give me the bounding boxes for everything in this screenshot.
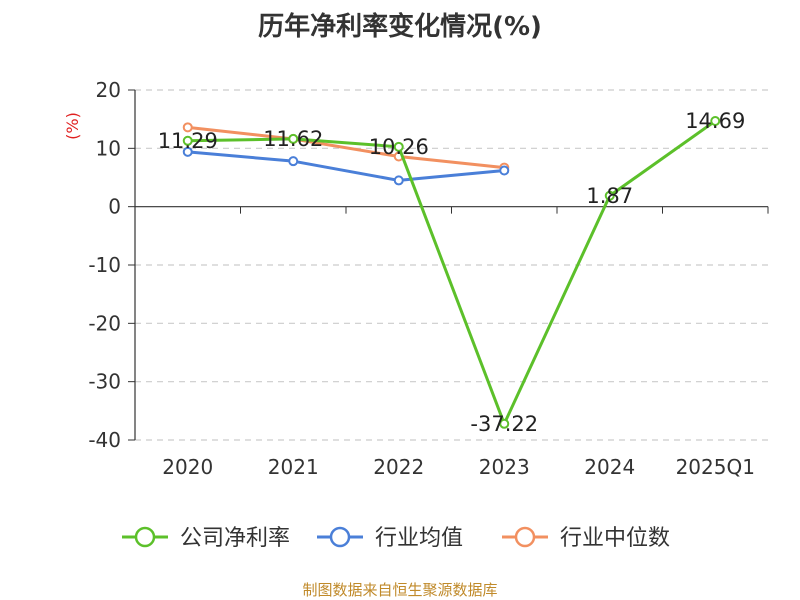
y-tick-label: 0 (108, 195, 121, 219)
axes: 20 10 0 -10 -20 -30 -40 2020 2021 2022 2023 2024 202… (88, 78, 769, 479)
data-point (393, 141, 404, 152)
series-line (187, 119, 717, 426)
data-label: 11.62 (263, 127, 323, 151)
y-tick-label: -20 (88, 311, 121, 335)
data-point (710, 115, 721, 126)
data-label: 1.87 (586, 184, 633, 208)
legend-label: 公司净利率 (180, 526, 290, 551)
series-lines (182, 115, 721, 429)
legend-marker (134, 526, 156, 548)
x-tick-label: 2022 (373, 455, 424, 479)
series-line (187, 125, 505, 170)
y-axis-unit: (%) (63, 112, 82, 140)
y-tick-label: -10 (88, 253, 121, 277)
data-point (393, 175, 404, 186)
data-point (288, 156, 299, 167)
y-tick-label: 20 (96, 78, 121, 102)
data-labels: 11.29 11.62 10.26 -37.22 1.87 14.69 (158, 109, 746, 436)
data-point (182, 146, 193, 157)
legend-marker (329, 526, 351, 548)
legend-marker (514, 526, 536, 548)
chart-title: 历年净利率变化情况(%) (258, 11, 542, 42)
data-label: -37.22 (470, 412, 538, 436)
legend-label: 行业均值 (375, 526, 463, 551)
data-point (182, 122, 193, 133)
source-note: 制图数据来自恒生聚源数据库 (302, 581, 497, 599)
x-tick-label: 2023 (479, 455, 530, 479)
data-point (499, 165, 510, 176)
legend-label: 行业中位数 (560, 526, 670, 551)
y-tick-label: 10 (96, 136, 121, 160)
y-tick-label: -40 (88, 428, 121, 452)
data-label: 14.69 (685, 109, 745, 133)
legend: 公司净利率 行业均值 行业中位数 (122, 526, 670, 551)
x-tick-label: 2020 (162, 455, 213, 479)
data-label: 10.26 (369, 135, 429, 159)
y-tick-label: -30 (88, 370, 121, 394)
x-tick-label: 2021 (268, 455, 319, 479)
x-tick-label: 2025Q1 (676, 455, 755, 479)
data-label: 11.29 (158, 129, 218, 153)
data-point (499, 418, 510, 429)
data-point (604, 190, 615, 201)
data-point (288, 133, 299, 144)
series-line (187, 150, 505, 182)
x-tick-label: 2024 (584, 455, 635, 479)
grid-lines (135, 89, 768, 441)
data-point (182, 135, 193, 146)
